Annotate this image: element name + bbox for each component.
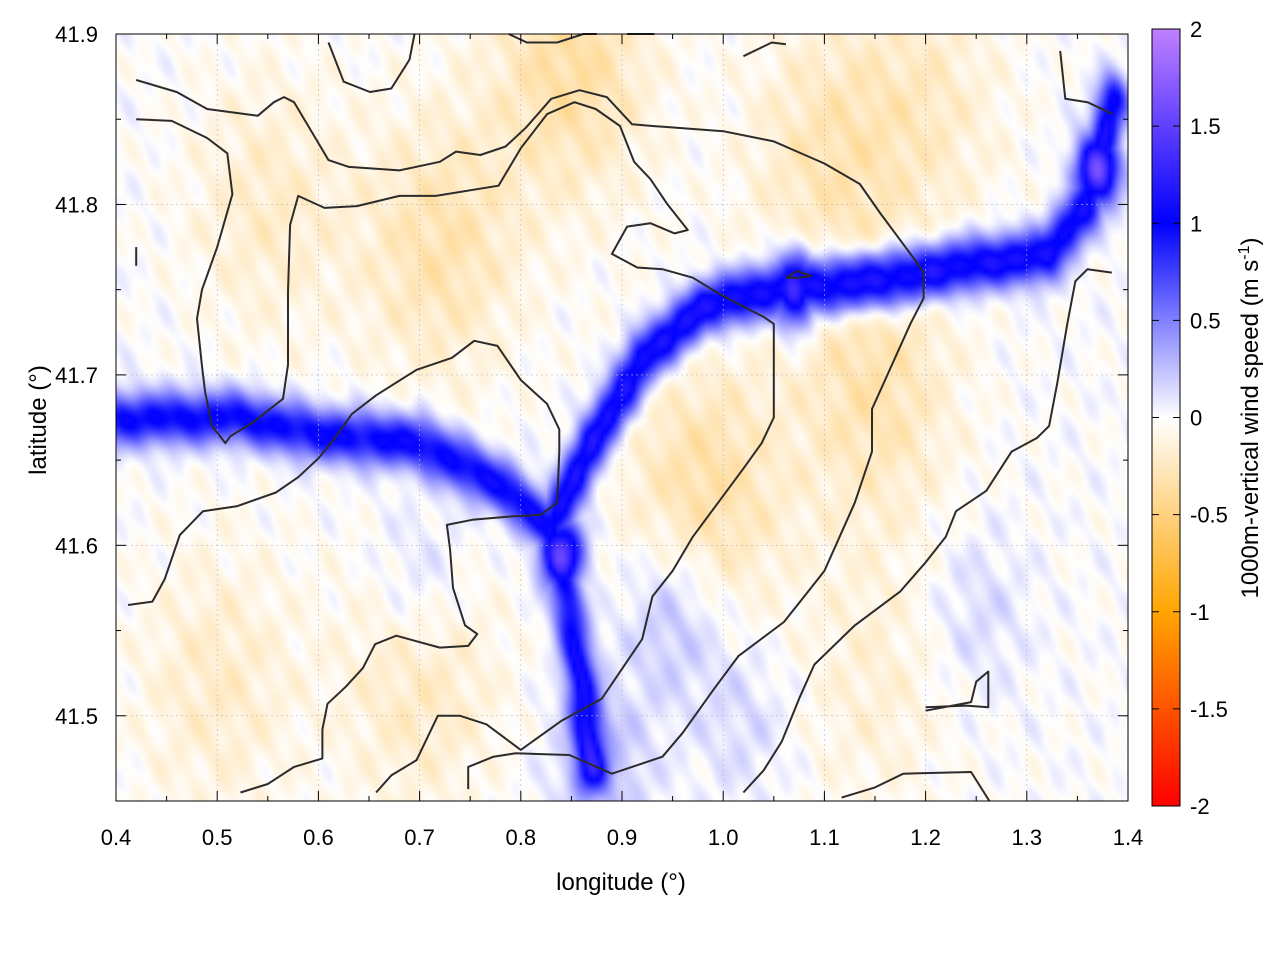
- colorbar-tick-label: 2: [1190, 17, 1202, 42]
- contour-line: [1059, 50, 1114, 116]
- colorbar-tick-label: 0: [1190, 406, 1202, 431]
- x-tick-label: 0.4: [101, 825, 132, 850]
- colorbar-tick-label: -2: [1190, 794, 1210, 819]
- contour-line: [127, 339, 561, 794]
- y-tick-label: 41.5: [55, 704, 98, 729]
- y-tick-label: 41.7: [55, 363, 98, 388]
- x-axis-ticks: 0.4 0.5 0.6 0.7 0.8 0.9 1.0 1.1 1.2 1.3 1.4: [101, 34, 1144, 850]
- x-tick-label: 1.4: [1113, 825, 1144, 850]
- heatmap-field: [116, 34, 1128, 801]
- colorbar-tick-label: -1.5: [1190, 697, 1228, 722]
- colorbar-title-close: ): [1237, 237, 1264, 245]
- colorbar-title-main: 1000m-vertical wind speed (m s: [1237, 260, 1264, 599]
- colorbar-title-exponent: -1: [1236, 245, 1253, 259]
- contour-line: [135, 79, 925, 790]
- colorbar-tick-label: 0.5: [1190, 308, 1221, 333]
- colorbar: 2 1.5 1 0.5 0 -0.5 -1 -1.5 -2: [1151, 17, 1228, 819]
- contour-line: [925, 670, 990, 712]
- x-tick-label: 0.9: [607, 825, 638, 850]
- y-tick-label: 41.9: [55, 22, 98, 47]
- plot-area: 0.4 0.5 0.6 0.7 0.8 0.9 1.0 1.1 1.2 1.3 1.4 41.541…: [55, 22, 1143, 850]
- y-tick-label: 41.6: [55, 533, 98, 558]
- x-tick-label: 0.8: [506, 825, 537, 850]
- contour-line: [327, 33, 416, 93]
- x-tick-label: 1.3: [1012, 825, 1043, 850]
- x-tick-label: 1.0: [708, 825, 739, 850]
- contour-line: [742, 41, 787, 58]
- x-tick-label: 1.1: [809, 825, 840, 850]
- x-tick-label: 0.6: [303, 825, 334, 850]
- x-tick-label: 1.2: [910, 825, 941, 850]
- colorbar-tick-label: -0.5: [1190, 503, 1228, 528]
- y-axis-title: latitude (°): [25, 365, 52, 475]
- contour-line: [785, 269, 813, 279]
- colorbar-tick-label: 1.5: [1190, 114, 1221, 139]
- x-tick-label: 0.5: [202, 825, 233, 850]
- colorbar-ticks: 2 1.5 1 0.5 0 -0.5 -1 -1.5 -2: [1152, 17, 1228, 819]
- colorbar-title: 1000m-vertical wind speed (m s-1): [1236, 237, 1264, 598]
- contour-line: [742, 268, 1112, 794]
- heatmap-field-container: [116, 34, 1128, 801]
- colorbar-tick-label: 1: [1190, 211, 1202, 236]
- contour-line: [136, 101, 775, 794]
- colorbar-tick-label: -1: [1190, 600, 1210, 625]
- contour-line: [841, 771, 991, 802]
- x-tick-label: 0.7: [404, 825, 435, 850]
- y-axis-ticks: 41.5 41.6 41.7 41.8 41.9: [55, 22, 1128, 729]
- x-axis-title: longitude (°): [556, 869, 686, 896]
- y-tick-label: 41.8: [55, 192, 98, 217]
